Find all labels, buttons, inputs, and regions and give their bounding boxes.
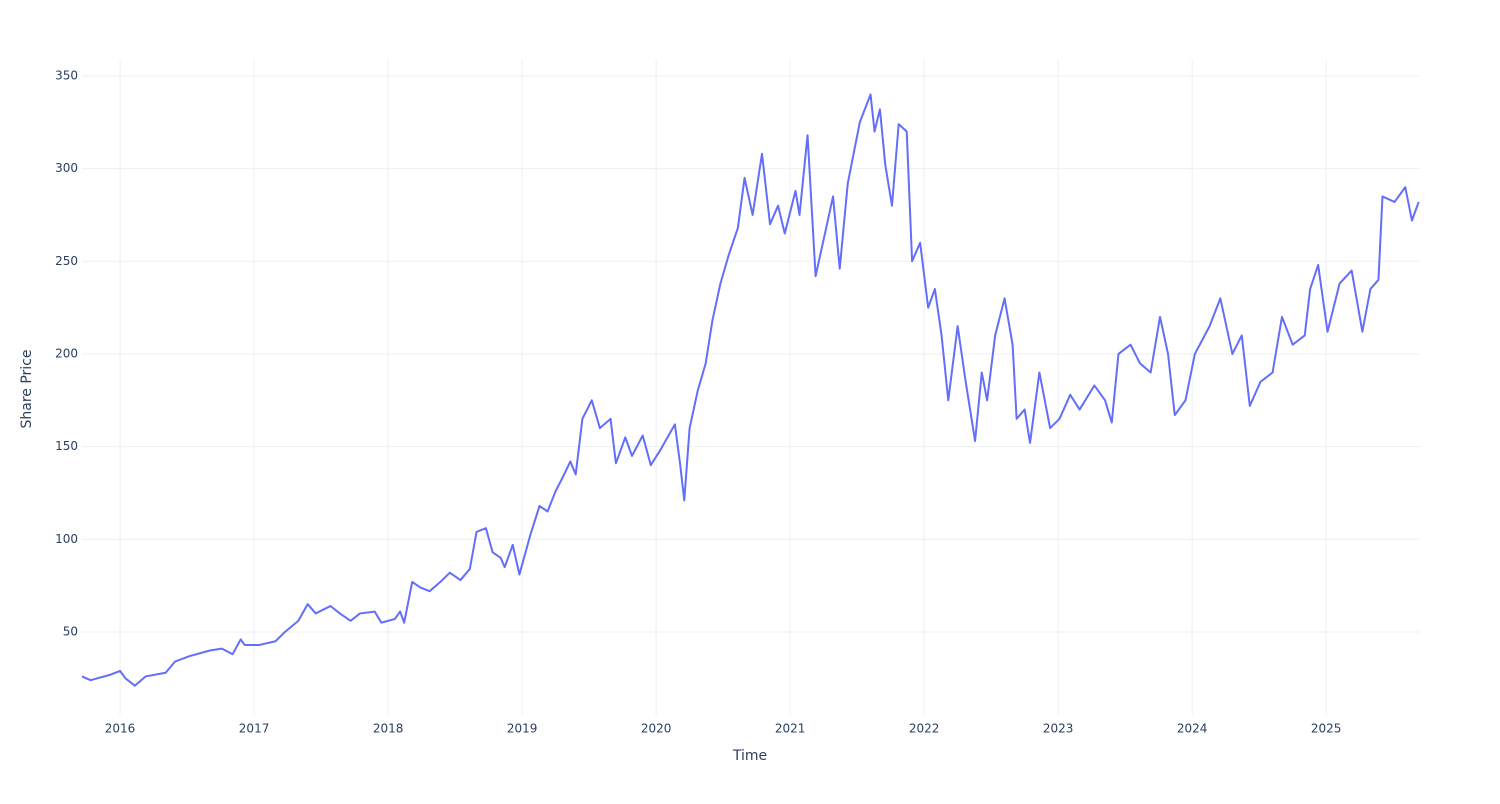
x-tick-label: 2018: [373, 722, 404, 736]
y-tick-label: 100: [55, 532, 78, 546]
y-tick-label: 150: [55, 439, 78, 453]
x-tick-label: 2022: [909, 722, 940, 736]
price-line: [81, 93, 1420, 687]
y-tick-label: 200: [55, 346, 78, 360]
x-tick-label: 2019: [507, 722, 538, 736]
y-tick-label: 250: [55, 254, 78, 268]
x-tick-label: 2017: [239, 722, 270, 736]
grid: [82, 60, 1420, 715]
y-tick-label: 300: [55, 161, 78, 175]
x-axis-title: Time: [732, 748, 767, 764]
x-tick-label: 2020: [641, 722, 672, 736]
x-tick-label: 2023: [1043, 722, 1074, 736]
y-tick-label: 350: [55, 68, 78, 82]
x-tick-label: 2016: [105, 722, 136, 736]
x-tick-label: 2024: [1177, 722, 1208, 736]
x-tick-label: 2025: [1311, 722, 1342, 736]
y-axis-title: Share Price: [19, 349, 35, 428]
x-tick-label: 2021: [775, 722, 806, 736]
plot: [81, 93, 1420, 687]
y-tick-label: 50: [63, 624, 78, 638]
